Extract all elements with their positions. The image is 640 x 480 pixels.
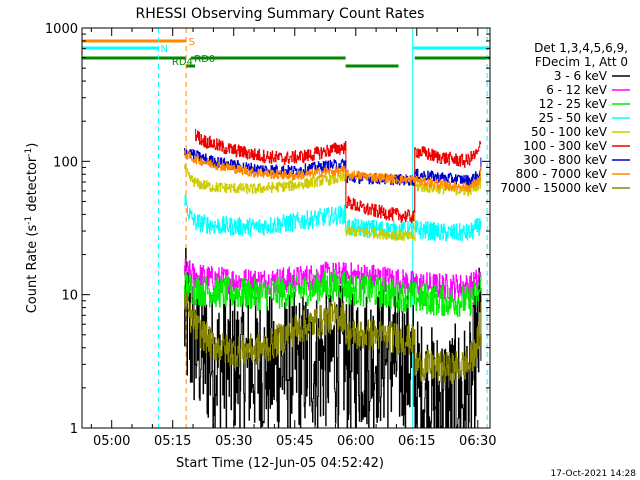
state-bar-label-rd4: RD4 bbox=[172, 57, 193, 68]
series-group bbox=[184, 129, 481, 428]
x-tick-label-05-15: 05:15 bbox=[154, 434, 191, 449]
y-tick-label-10: 10 bbox=[61, 289, 78, 304]
legend-label-3-6-kev: 3 - 6 keV bbox=[554, 69, 608, 83]
x-tick-label-05-45: 05:45 bbox=[276, 434, 313, 449]
legend-label-12-25-kev: 12 - 25 keV bbox=[539, 97, 608, 111]
legend-header-2: FDecim 1, Att 0 bbox=[535, 55, 628, 69]
y-label-sup-2: -1 bbox=[24, 148, 34, 157]
chart-stage: RHESSI Observing Summary Count Rates Sta… bbox=[0, 0, 640, 480]
count-rate-chart: RHESSI Observing Summary Count Rates Sta… bbox=[0, 0, 640, 480]
x-tick-label-05-30: 05:30 bbox=[215, 434, 252, 449]
legend-label-6-12-kev: 6 - 12 keV bbox=[546, 83, 608, 97]
legend-header-1: Det 1,3,4,5,6,9, bbox=[534, 41, 628, 55]
x-axis-label: Start Time (12-Jun-05 04:52:42) bbox=[176, 456, 384, 471]
legend-label-100-300-kev: 100 - 300 keV bbox=[523, 139, 607, 153]
legend-label-50-100-kev: 50 - 100 keV bbox=[531, 125, 608, 139]
state-bar-label-n: N bbox=[161, 44, 168, 55]
legend-label-800-7000-kev: 800 - 7000 keV bbox=[516, 167, 608, 181]
legend-label-25-50-kev: 25 - 50 keV bbox=[539, 111, 608, 125]
legend-label-7000-15000-kev: 7000 - 15000 keV bbox=[500, 181, 607, 195]
x-tick-label-05-00: 05:00 bbox=[93, 434, 130, 449]
legend-label-300-800-kev: 300 - 800 keV bbox=[523, 153, 607, 167]
y-label-sup-1: -1 bbox=[24, 216, 34, 225]
x-tick-label-06-15: 06:15 bbox=[398, 434, 435, 449]
y-label-part-3: ) bbox=[25, 143, 40, 148]
y-tick-label-1: 1 bbox=[70, 422, 78, 437]
y-axis-label: Count Rate (s-1 detector-1) bbox=[24, 143, 40, 314]
state-bar-label-rd0: RD0 bbox=[194, 54, 215, 65]
x-tick-label-06-30: 06:30 bbox=[459, 434, 496, 449]
series-line-25-50-kev bbox=[184, 195, 481, 241]
state-bar-label-s: S bbox=[189, 37, 195, 48]
y-label-part-2: detector bbox=[25, 156, 40, 216]
timestamp-label: 17-Oct-2021 14:28 bbox=[551, 469, 637, 479]
y-tick-label-1000: 1000 bbox=[45, 22, 78, 37]
y-tick-label-100: 100 bbox=[53, 155, 78, 170]
chart-title: RHESSI Observing Summary Count Rates bbox=[136, 6, 425, 22]
x-tick-label-06-00: 06:00 bbox=[337, 434, 374, 449]
y-label-part-1: Count Rate (s bbox=[25, 225, 40, 314]
